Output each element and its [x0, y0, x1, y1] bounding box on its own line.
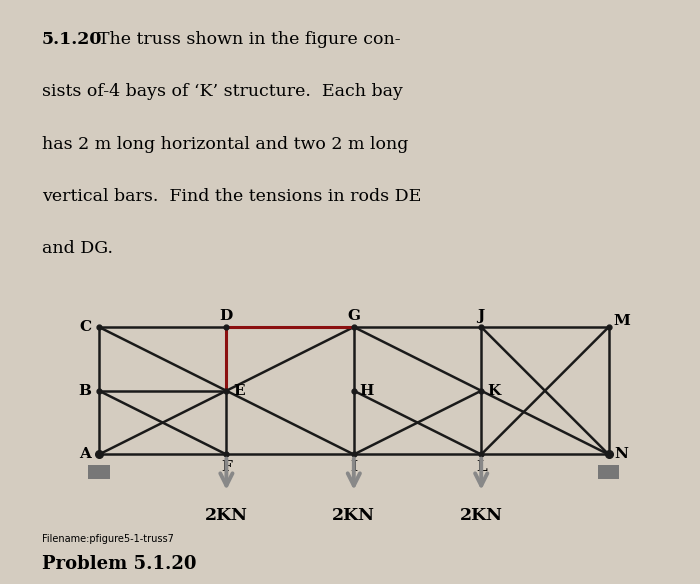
Bar: [598, 465, 620, 479]
Text: 2KN: 2KN: [205, 507, 248, 524]
Bar: [88, 465, 110, 479]
Text: C: C: [79, 320, 91, 334]
Text: G: G: [347, 308, 360, 322]
Text: N: N: [615, 447, 629, 461]
Text: Filename:pfigure5-1-truss7: Filename:pfigure5-1-truss7: [42, 534, 174, 544]
Text: B: B: [78, 384, 92, 398]
Text: H: H: [359, 384, 374, 398]
Text: vertical bars.  Find the tensions in rods DE: vertical bars. Find the tensions in rods…: [42, 187, 421, 205]
Text: K: K: [487, 384, 500, 398]
Text: has 2 m long horizontal and two 2 m long: has 2 m long horizontal and two 2 m long: [42, 135, 408, 152]
Text: D: D: [220, 308, 233, 322]
Text: A: A: [79, 447, 91, 461]
Text: E: E: [233, 384, 245, 398]
Text: The truss shown in the figure con-: The truss shown in the figure con-: [88, 31, 401, 48]
Text: 2KN: 2KN: [332, 507, 375, 524]
Text: L: L: [476, 460, 486, 474]
Text: M: M: [613, 314, 630, 328]
Text: I: I: [350, 460, 358, 474]
Text: 5.1.20: 5.1.20: [42, 31, 102, 48]
Text: Problem 5.1.20: Problem 5.1.20: [42, 555, 197, 573]
Text: 2KN: 2KN: [460, 507, 503, 524]
Text: and DG.: and DG.: [42, 240, 113, 257]
Text: sists of-4 bays of ‘K’ structure.  Each bay: sists of-4 bays of ‘K’ structure. Each b…: [42, 84, 403, 100]
Text: J: J: [477, 308, 485, 322]
Text: F: F: [221, 460, 232, 474]
